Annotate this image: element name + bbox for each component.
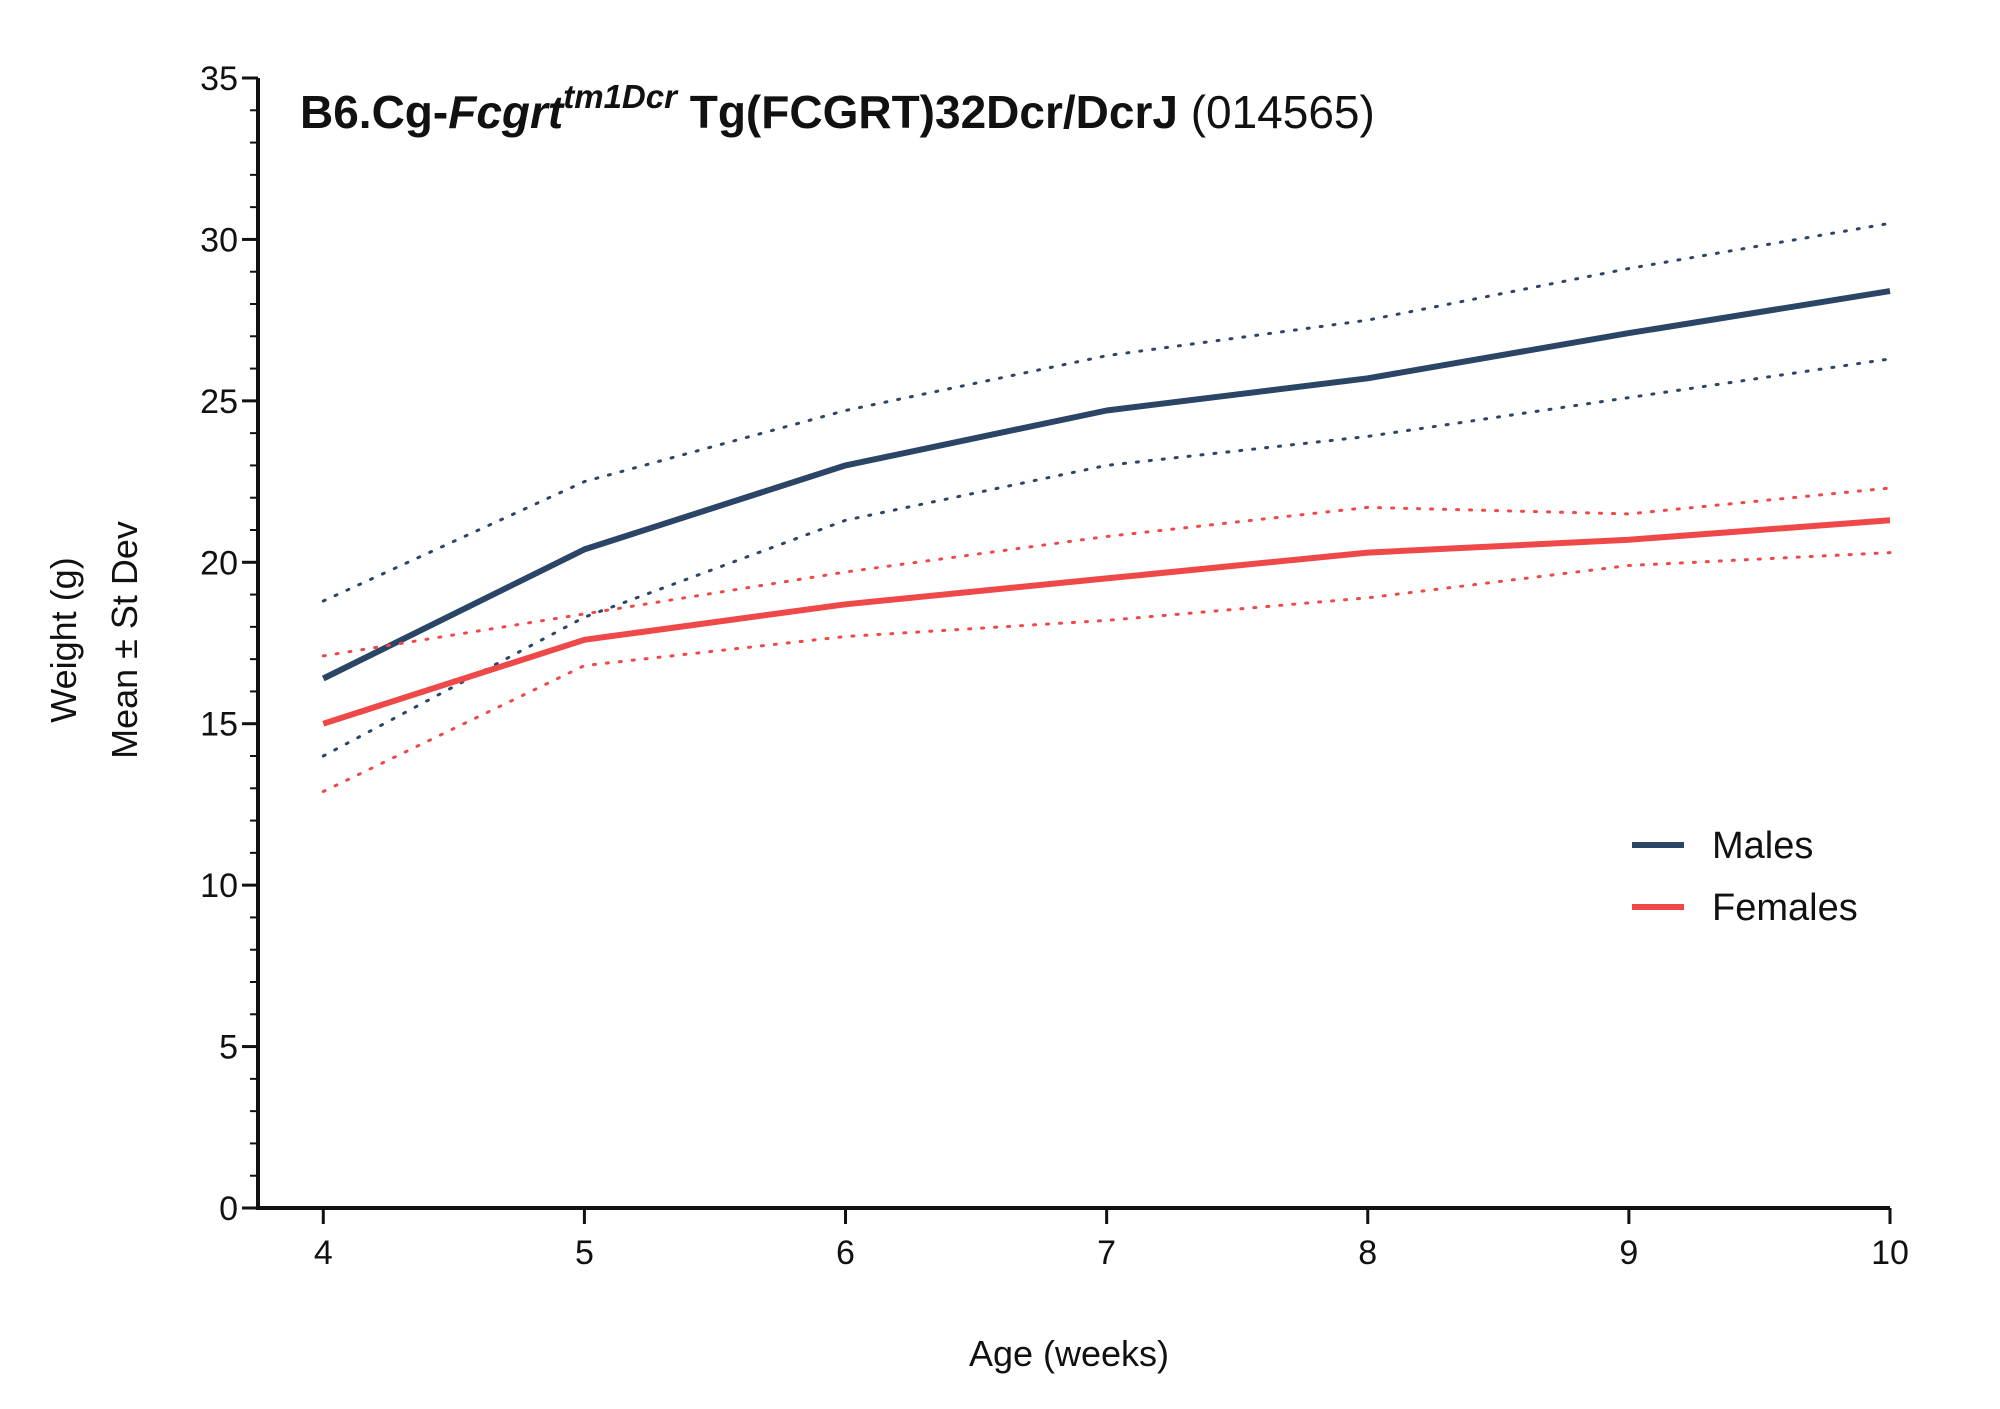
- females-upper-sd-line: [321, 486, 1892, 658]
- y-tick-label: 10: [200, 867, 238, 905]
- legend-label-females: Females: [1712, 887, 1858, 929]
- females-mean-line: [322, 517, 1891, 727]
- x-tick-label: 7: [1097, 1234, 1116, 1272]
- title-suffix: Tg(FCGRT)32Dcr/DcrJ: [677, 86, 1178, 138]
- y-tick-label: 20: [200, 544, 238, 582]
- y-axis-title-line1: Weight (g): [43, 557, 84, 722]
- males-lower-sd-line: [321, 357, 1892, 758]
- plot-area: [321, 221, 1892, 793]
- x-tick-label: 6: [836, 1234, 855, 1272]
- y-tick-label: 5: [219, 1029, 238, 1067]
- y-tick-label: 0: [219, 1190, 238, 1228]
- x-tick-label: 9: [1619, 1234, 1638, 1272]
- males-upper-sd-line: [321, 221, 1892, 603]
- legend-label-males: Males: [1712, 825, 1813, 867]
- chart-title: B6.Cg-Fcgrttm1Dcr Tg(FCGRT)32Dcr/DcrJ (0…: [300, 78, 1375, 138]
- title-gene: Fcgrt: [448, 86, 565, 138]
- title-prefix: B6.Cg-: [300, 86, 448, 138]
- title-stock: (014565): [1178, 86, 1375, 138]
- x-tick-label: 4: [314, 1234, 333, 1272]
- males-mean-line: [321, 288, 1891, 682]
- x-tick-label: 5: [575, 1234, 594, 1272]
- y-axis-title-line2: Mean ± St Dev: [104, 521, 145, 759]
- axes: 0 5 10 15 20 25 30 35 4 5 6 7 8 9 10: [200, 60, 1909, 1272]
- x-tick-label: 10: [1871, 1234, 1909, 1272]
- x-axis-title: Age (weeks): [969, 1333, 1169, 1374]
- y-tick-label: 35: [200, 60, 238, 98]
- title-allele: tm1Dcr: [563, 78, 679, 115]
- females-lower-sd-line: [321, 551, 1892, 793]
- y-tick-label: 25: [200, 383, 238, 421]
- y-tick-label: 30: [200, 221, 238, 259]
- x-tick-label: 8: [1358, 1234, 1377, 1272]
- legend: Males Females: [1632, 825, 1858, 929]
- y-tick-label: 15: [200, 706, 238, 744]
